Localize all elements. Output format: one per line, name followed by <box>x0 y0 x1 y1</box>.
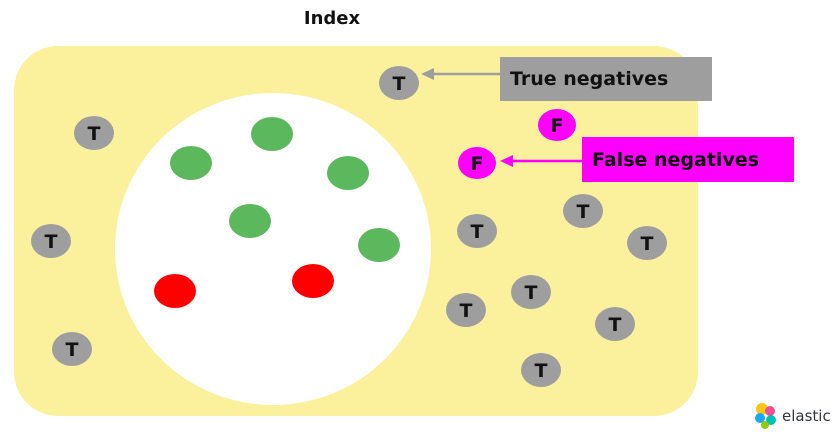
true-negative-marker: T <box>379 66 419 100</box>
true-positive-dot <box>251 117 293 151</box>
true-negatives-arrow <box>421 68 500 80</box>
elastic-logo: elastic <box>754 403 831 429</box>
elastic-logo-icon <box>755 403 776 429</box>
true-negative-marker: T <box>627 226 667 260</box>
true-negative-marker: T <box>31 224 71 258</box>
svg-text:T: T <box>66 339 79 361</box>
svg-text:T: T <box>460 300 473 322</box>
true-negatives-label: True negatives <box>500 57 712 101</box>
false-negative-marker: F <box>538 109 576 141</box>
svg-text:T: T <box>577 201 590 223</box>
svg-text:T: T <box>609 314 622 336</box>
true-negative-marker: T <box>595 307 635 341</box>
false-positives <box>154 264 334 308</box>
true-positives <box>170 117 400 262</box>
elastic-logo-text: elastic <box>782 407 831 425</box>
svg-text:F: F <box>551 115 564 137</box>
svg-text:T: T <box>471 221 484 243</box>
false-negatives-label: False negatives <box>582 137 794 182</box>
true-negative-marker: T <box>52 332 92 366</box>
true-negative-marker: T <box>457 214 497 248</box>
false-negative-marker: F <box>458 147 496 179</box>
svg-text:T: T <box>525 282 538 304</box>
svg-text:T: T <box>641 233 654 255</box>
true-negative-marker: T <box>511 275 551 309</box>
true-positive-dot <box>358 228 400 262</box>
true-negative-marker: T <box>446 293 486 327</box>
svg-text:T: T <box>88 123 101 145</box>
svg-text:T: T <box>535 360 548 382</box>
true-positive-dot <box>229 204 271 238</box>
true-negative-marker: T <box>521 353 561 387</box>
false-negatives: F F <box>458 109 576 179</box>
svg-text:F: F <box>471 153 484 175</box>
false-positive-dot <box>292 264 334 298</box>
false-negatives-arrow <box>500 155 582 167</box>
true-negative-marker: T <box>563 194 603 228</box>
false-positive-dot <box>154 274 196 308</box>
true-negatives: T T T T T T T T <box>31 66 667 387</box>
true-positive-dot <box>170 146 212 180</box>
true-negative-marker: T <box>74 116 114 150</box>
svg-text:T: T <box>45 231 58 253</box>
diagram-title: Index <box>303 8 361 29</box>
true-positive-dot <box>327 156 369 190</box>
svg-text:T: T <box>393 73 406 95</box>
